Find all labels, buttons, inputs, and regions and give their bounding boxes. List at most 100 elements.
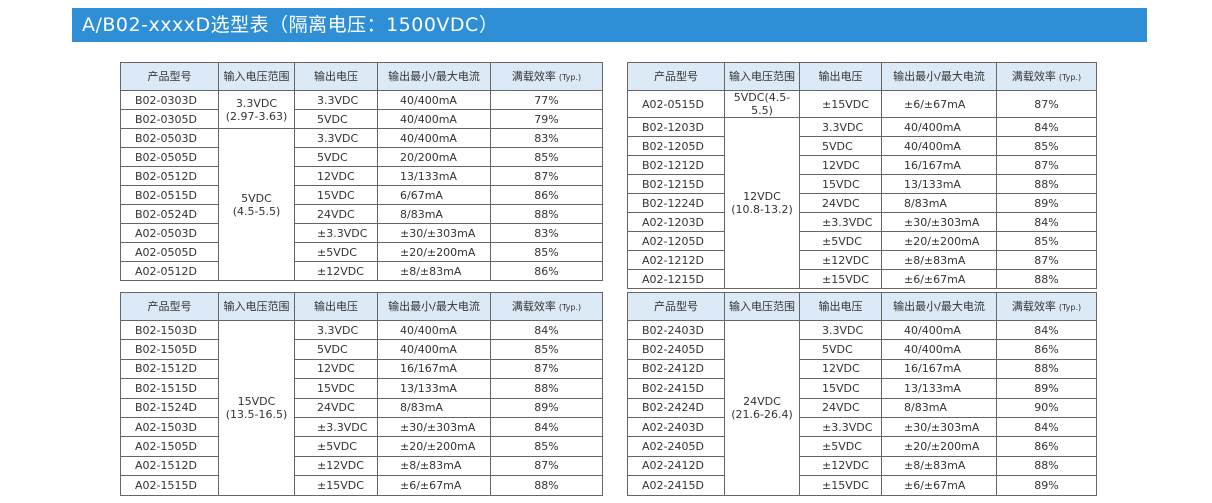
cell-cur: 20/200mA	[377, 147, 491, 167]
data-row: B02-0505D 5VDC 20/200mA 85%	[120, 147, 603, 167]
header-note: (Typ.)	[1058, 302, 1082, 312]
cell-eff: 84%	[490, 416, 603, 438]
cell-eff: 87%	[996, 250, 1097, 270]
data-row: B02-1215D 15VDC 13/133mA 88%	[627, 174, 1097, 194]
cell-cur: ±8/±83mA	[377, 261, 491, 281]
cell-cur: 8/83mA	[377, 204, 491, 224]
data-row: B02-1505D 5VDC 40/400mA 85%	[120, 339, 603, 360]
cell-model: B02-0303D	[120, 90, 219, 110]
cell-vout: 5VDC	[799, 339, 882, 360]
cell-cur: 8/83mA	[881, 193, 997, 213]
cell-cur: ±6/±67mA	[881, 475, 997, 496]
cell-eff: 88%	[490, 204, 603, 224]
cell-vout: ±15VDC	[799, 90, 882, 118]
cell-cur: 8/83mA	[377, 397, 491, 418]
cell-vout: ±5VDC	[294, 436, 378, 457]
data-row: A02-0515D 5VDC(4.5-5.5) ±15VDC ±6/±67mA 87%	[627, 90, 1097, 118]
cell-cur: 40/400mA	[377, 90, 491, 110]
cell-cur: 16/167mA	[881, 358, 997, 380]
data-row: A02-1515D ±15VDC ±6/±67mA 88%	[120, 475, 603, 496]
cell-model: B02-0505D	[120, 147, 219, 167]
cell-model: B02-1203D	[627, 117, 725, 137]
cell-cur: 13/133mA	[377, 378, 491, 399]
cell-vout: ±12VDC	[294, 455, 378, 477]
header-text: 输出最小/最大电流	[388, 300, 480, 313]
data-row: A02-0512D ±12VDC ±8/±83mA 86%	[120, 261, 603, 281]
cell-model: B02-1205D	[627, 136, 725, 156]
header-row: 产品型号 输入电压范围 输出电压 输出最小/最大电流 满载效率 (Typ.)	[120, 62, 603, 91]
data-row: A02-0505D ±5VDC ±20/±200mA 85%	[120, 242, 603, 262]
cell-eff: 85%	[490, 147, 603, 167]
cell-vout: 12VDC	[294, 166, 378, 186]
cell-eff: 83%	[490, 128, 603, 148]
data-row: B02-0524D 24VDC 8/83mA 88%	[120, 204, 603, 224]
header-row: 产品型号 输入电压范围 输出电压 输出最小/最大电流 满载效率 (Typ.)	[120, 292, 603, 321]
data-row: A02-2412D ±12VDC ±8/±83mA 88%	[627, 455, 1097, 477]
data-row: A02-2403D ±3.3VDC ±30/±303mA 84%	[627, 416, 1097, 438]
cell-cur: 13/133mA	[377, 166, 491, 186]
header-text: 输出电压	[314, 70, 358, 83]
data-row: B02-0503D 5VDC (4.5-5.5) 3.3VDC 40/400mA 83%	[120, 128, 603, 281]
cell-model: B02-2424D	[627, 397, 725, 418]
cell-model: A02-1512D	[120, 455, 219, 477]
cell-vout: ±12VDC	[294, 261, 378, 281]
data-row: A02-1212D ±12VDC ±8/±83mA 87%	[627, 250, 1097, 270]
cell-eff: 85%	[490, 242, 603, 262]
cell-cur: ±8/±83mA	[881, 250, 997, 270]
data-row: B02-1512D 12VDC 16/167mA 87%	[120, 358, 603, 380]
cell-model: A02-1215D	[627, 269, 725, 289]
cell-eff: 88%	[996, 455, 1097, 477]
spec-table: 产品型号 输入电压范围 输出电压 输出最小/最大电流 满载效率 (Typ.) B02-030…	[120, 62, 603, 281]
cell-cur: ±6/±67mA	[377, 475, 491, 496]
cell-model: B02-0503D	[120, 128, 219, 148]
cell-eff: 86%	[996, 436, 1097, 457]
cell-cur: ±20/±200mA	[881, 231, 997, 251]
cell-vout: 12VDC	[799, 155, 882, 175]
cell-cur: 40/400mA	[881, 339, 997, 360]
data-row: B02-1205D 5VDC 40/400mA 85%	[627, 136, 1097, 156]
data-row: B02-1515D 15VDC 13/133mA 88%	[120, 378, 603, 399]
cell-cur: 13/133mA	[881, 378, 997, 399]
data-row: B02-1203D 12VDC (10.8-13.2) 3.3VDC 40/400mA…	[627, 117, 1097, 289]
data-row: B02-2405D 5VDC 40/400mA 86%	[627, 339, 1097, 360]
cell-model: A02-0515D	[627, 90, 725, 118]
cell-vout: 3.3VDC	[294, 90, 378, 110]
cell-cur: ±30/±303mA	[881, 416, 997, 438]
header-cell: 产品型号	[120, 292, 219, 321]
cell-vout: 3.3VDC	[799, 117, 882, 137]
cell-cur: ±8/±83mA	[881, 455, 997, 477]
cell-eff: 85%	[996, 231, 1097, 251]
cell-model: A02-1515D	[120, 475, 219, 496]
cell-eff: 83%	[490, 223, 603, 243]
data-row: B02-2424D 24VDC 8/83mA 90%	[627, 397, 1097, 418]
cell-vout: 12VDC	[294, 358, 378, 380]
cell-model: B02-1505D	[120, 339, 219, 360]
data-row: B02-0515D 15VDC 6/67mA 86%	[120, 185, 603, 205]
cell-eff: 89%	[996, 475, 1097, 496]
data-row: B02-0303D 3.3VDC (2.97-3.63) 3.3VDC 40/400m…	[120, 90, 603, 129]
cell-eff: 86%	[490, 261, 603, 281]
cell-vout: 3.3VDC	[799, 319, 882, 341]
header-row: 产品型号 输入电压范围 输出电压 输出最小/最大电流 满载效率 (Typ.)	[627, 62, 1097, 91]
cell-vout: 3.3VDC	[294, 128, 378, 148]
cell-vout: 5VDC	[294, 147, 378, 167]
cell-model: B02-0512D	[120, 166, 219, 186]
cell-cur: ±20/±200mA	[377, 242, 491, 262]
cell-cur: ±6/±67mA	[881, 269, 997, 289]
data-row: B02-0512D 12VDC 13/133mA 87%	[120, 166, 603, 186]
header-cell: 输出电压	[799, 292, 882, 321]
cell-model: B02-0524D	[120, 204, 219, 224]
spec-table: 产品型号 输入电压范围 输出电压 输出最小/最大电流 满载效率 (Typ.) B02-150…	[120, 292, 603, 496]
cell-vin: 15VDC (13.5-16.5)	[218, 320, 295, 496]
header-cell: 输入电压范围	[218, 292, 295, 321]
header-cell: 输出电压	[294, 62, 378, 91]
header-text: 产品型号	[147, 300, 192, 313]
cell-eff: 88%	[490, 378, 603, 399]
cell-vout: 5VDC	[294, 109, 378, 129]
cell-cur: 16/167mA	[377, 358, 491, 380]
cell-vout: ±3.3VDC	[799, 416, 882, 438]
cell-cur: 13/133mA	[881, 174, 997, 194]
cell-vin: 3.3VDC (2.97-3.63)	[218, 90, 295, 129]
cell-vout: 24VDC	[799, 193, 882, 213]
